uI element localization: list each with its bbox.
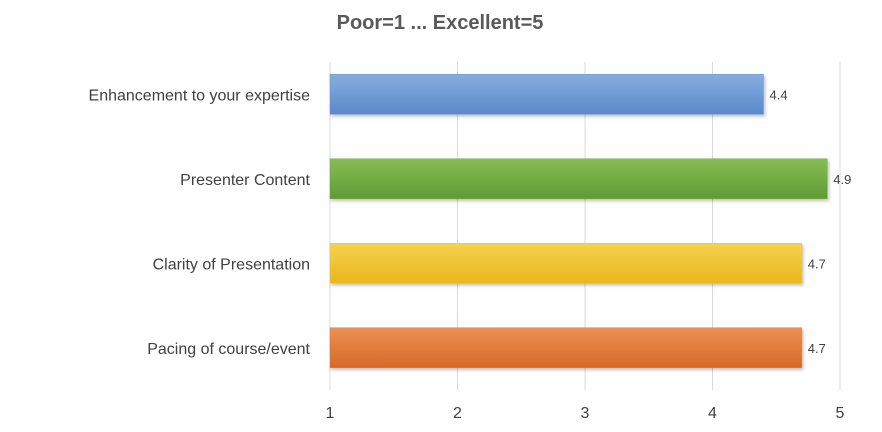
x-axis-tick-labels: 1 2 3 4 5 (326, 405, 845, 422)
category-label: Enhancement to your expertise (89, 87, 311, 104)
data-label: 4.7 (808, 256, 826, 271)
bar (329, 158, 828, 199)
chart-title: Poor=1 ... Excellent=5 (337, 12, 544, 34)
data-labels: 4.4 4.9 4.7 4.7 (770, 87, 852, 356)
x-tick-label: 1 (326, 405, 335, 422)
data-label: 4.4 (770, 87, 788, 102)
x-tick-label: 4 (708, 405, 717, 422)
category-label: Presenter Content (180, 172, 310, 189)
x-tick-label: 3 (581, 405, 590, 422)
x-tick-label: 2 (453, 405, 462, 422)
data-label: 4.9 (833, 172, 851, 187)
bar (329, 327, 802, 368)
x-tick-label: 5 (836, 405, 845, 422)
category-labels: Enhancement to your expertise Presenter C… (89, 87, 311, 358)
bar (329, 243, 802, 284)
category-label: Pacing of course/event (147, 341, 310, 358)
bars (329, 74, 828, 368)
data-label: 4.7 (808, 341, 826, 356)
category-label: Clarity of Presentation (153, 256, 310, 273)
bar (329, 74, 764, 115)
